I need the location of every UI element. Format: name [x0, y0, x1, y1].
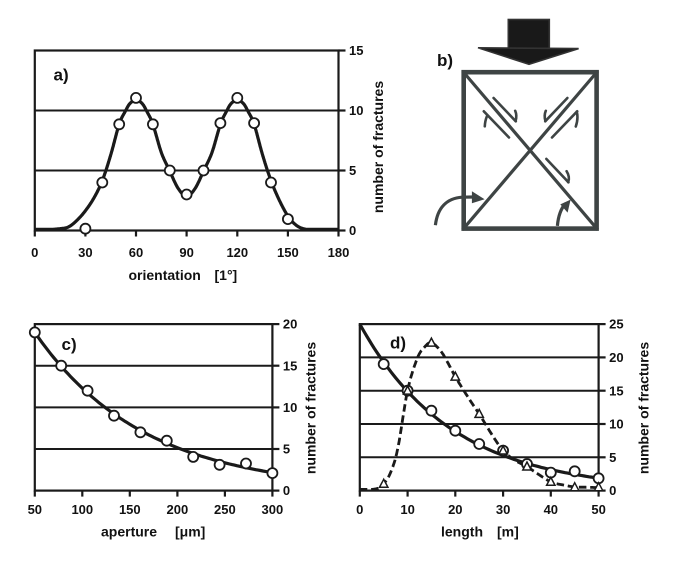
svg-text:60: 60 [129, 245, 143, 260]
svg-text:120: 120 [226, 245, 248, 260]
svg-text:20: 20 [448, 502, 462, 517]
svg-text:10: 10 [400, 502, 414, 517]
svg-text:0: 0 [283, 483, 290, 498]
svg-text:0: 0 [356, 502, 363, 517]
svg-text:30: 30 [496, 502, 510, 517]
svg-text:50: 50 [28, 502, 42, 517]
svg-text:10: 10 [349, 103, 363, 118]
svg-text:180: 180 [328, 245, 350, 260]
svg-text:5: 5 [349, 163, 356, 178]
svg-text:15: 15 [283, 358, 297, 373]
svg-text:a): a) [54, 66, 69, 85]
svg-text:90: 90 [179, 245, 193, 260]
svg-text:20: 20 [609, 350, 623, 365]
svg-text:10: 10 [609, 417, 623, 432]
svg-text:length: length [441, 524, 483, 540]
svg-text:50: 50 [591, 502, 605, 517]
svg-text:25: 25 [609, 317, 623, 332]
svg-text:100: 100 [71, 502, 93, 517]
svg-text:c): c) [62, 335, 77, 354]
svg-text:[μm]: [μm] [175, 524, 205, 540]
svg-text:20: 20 [283, 317, 297, 332]
svg-text:200: 200 [167, 502, 189, 517]
svg-text:[m]: [m] [497, 524, 519, 540]
svg-text:orientation: orientation [129, 267, 201, 283]
svg-text:0: 0 [31, 245, 38, 260]
svg-text:5: 5 [283, 442, 290, 457]
svg-text:d): d) [390, 334, 406, 353]
svg-text:30: 30 [78, 245, 92, 260]
svg-text:300: 300 [262, 502, 284, 517]
svg-text:number of fractures: number of fractures [303, 342, 319, 474]
svg-text:number of fractures: number of fractures [370, 81, 386, 213]
svg-text:0: 0 [349, 223, 356, 238]
svg-text:5: 5 [609, 450, 616, 465]
svg-text:[1°]: [1°] [215, 267, 238, 283]
svg-text:b): b) [437, 51, 453, 70]
svg-text:10: 10 [283, 400, 297, 415]
svg-text:150: 150 [119, 502, 141, 517]
svg-text:250: 250 [214, 502, 236, 517]
svg-text:150: 150 [277, 245, 299, 260]
svg-text:15: 15 [609, 383, 623, 398]
svg-text:15: 15 [349, 43, 363, 58]
svg-text:40: 40 [544, 502, 558, 517]
svg-text:number of fractures: number of fractures [636, 342, 652, 474]
svg-text:0: 0 [609, 483, 616, 498]
svg-text:aperture: aperture [101, 524, 157, 540]
